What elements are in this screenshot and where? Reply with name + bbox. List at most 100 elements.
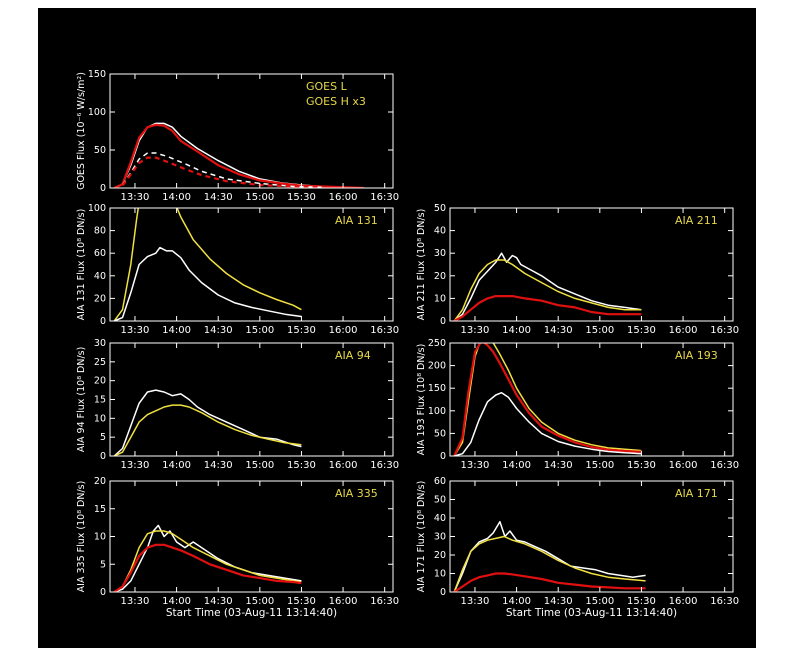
y-tick-label: 20 <box>94 293 106 304</box>
series-yellow-line <box>113 404 302 456</box>
series-yellow-line <box>453 259 642 321</box>
y-tick-label: 50 <box>434 495 446 506</box>
y-tick-label: 80 <box>94 226 106 237</box>
y-tick-label: 30 <box>94 338 106 349</box>
y-tick-label: 0 <box>100 316 106 327</box>
x-tick-label: 15:00 <box>245 596 274 607</box>
x-tick-label: 14:00 <box>162 192 191 203</box>
y-tick-label: 10 <box>434 293 446 304</box>
y-tick-label: 0 <box>440 451 446 462</box>
x-tick-label: 16:30 <box>370 460 399 471</box>
x-tick-label: 14:00 <box>502 460 531 471</box>
x-tick-label: 16:00 <box>329 325 358 336</box>
panel-aia94: 13:30 14:00 14:30 15:00 15:30 16:00 16:30 0 5 10 1… <box>76 338 399 471</box>
y-tick-label: 100 <box>88 107 106 118</box>
y-tick-label: 60 <box>94 248 106 259</box>
series-white-line <box>113 246 302 321</box>
y-tick-label: 100 <box>88 203 106 214</box>
x-tick-label: 14:30 <box>544 596 573 607</box>
y-tick-label: 15 <box>94 504 106 515</box>
x-tick-label: 13:30 <box>121 325 150 336</box>
x-tick-label: 15:30 <box>287 192 316 203</box>
x-tick-label: 16:00 <box>329 460 358 471</box>
x-tick-label: 15:30 <box>287 460 316 471</box>
y-tick-label: 20 <box>94 476 106 487</box>
x-axis-label: Start Time (03-Aug-11 13:14:40) <box>166 607 337 619</box>
series-red-line <box>113 543 302 592</box>
x-tick-label: 16:30 <box>370 596 399 607</box>
x-tick-label: 14:30 <box>544 460 573 471</box>
x-tick-label: 15:30 <box>627 460 656 471</box>
x-tick-label: 16:00 <box>669 325 698 336</box>
x-tick-label: 13:30 <box>121 596 150 607</box>
y-tick-label: 50 <box>434 203 446 214</box>
panel-aia193: 13:30 14:00 14:30 15:00 15:30 16:00 16:30 0 50 10… <box>416 338 739 471</box>
plot-frame <box>449 207 734 322</box>
panel-title: AIA 193 <box>675 349 718 362</box>
x-tick-label: 14:30 <box>204 192 233 203</box>
x-tick-label: 15:30 <box>287 325 316 336</box>
x-tick-label: 14:00 <box>162 325 191 336</box>
y-axis-label: AIA 211 Flux (10⁸ DN/s) <box>416 209 427 321</box>
y-axis-label: AIA 193 Flux (10⁸ DN/s) <box>416 344 427 456</box>
series-red-line <box>453 343 642 456</box>
y-tick-label: 40 <box>434 226 446 237</box>
x-tick-label: 16:00 <box>669 460 698 471</box>
series-red-line <box>453 572 646 592</box>
legend-entry: GOES H x3 <box>306 95 366 108</box>
x-tick-label: 16:00 <box>669 596 698 607</box>
y-axis-label: AIA 131 Flux (10⁸ DN/s) <box>76 209 87 321</box>
x-tick-label: 14:30 <box>544 325 573 336</box>
x-tick-label: 14:30 <box>204 460 233 471</box>
panel-title: AIA 211 <box>675 214 718 227</box>
plot-frame <box>109 207 394 322</box>
y-tick-label: 200 <box>428 361 446 372</box>
y-tick-label: 20 <box>434 271 446 282</box>
x-tick-label: 15:00 <box>245 460 274 471</box>
x-tick-label: 13:30 <box>461 596 490 607</box>
x-tick-label: 14:00 <box>162 596 191 607</box>
x-tick-label: 15:30 <box>627 325 656 336</box>
y-tick-label: 50 <box>434 428 446 439</box>
panel-title: AIA 94 <box>335 349 371 362</box>
legend-entry: GOES L <box>306 80 348 93</box>
x-tick-label: 13:30 <box>121 460 150 471</box>
panel-title: AIA 335 <box>335 487 378 500</box>
y-tick-label: 0 <box>100 451 106 462</box>
y-tick-label: 100 <box>428 406 446 417</box>
panel-goes: 13:30 14:00 14:30 15:00 15:30 16:00 16:30 0 50 10… <box>76 69 399 203</box>
y-tick-label: 60 <box>434 476 446 487</box>
series-white-line <box>453 520 646 592</box>
y-tick-label: 10 <box>434 569 446 580</box>
y-axis-label: AIA 94 Flux (10⁸ DN/s) <box>76 347 87 453</box>
series-yellow-line <box>453 535 646 592</box>
panel-aia335: 13:30 14:00 14:30 15:00 15:30 16:00 16:30 0 5 10 1… <box>76 476 399 619</box>
series-red-line <box>453 295 642 321</box>
x-tick-label: 16:00 <box>329 192 358 203</box>
series-yellow-line <box>113 530 302 592</box>
panel-aia171: 13:30 14:00 14:30 15:00 15:30 16:00 16:30 0 10 20… <box>416 476 739 619</box>
x-tick-label: 14:00 <box>502 325 531 336</box>
x-tick-label: 16:30 <box>370 325 399 336</box>
figure-background <box>38 8 756 648</box>
panels: 13:30 14:00 14:30 15:00 15:30 16:00 16:3005010… <box>76 69 739 619</box>
x-tick-label: 16:30 <box>710 325 739 336</box>
x-tick-label: 15:00 <box>245 325 274 336</box>
y-tick-label: 50 <box>94 145 106 156</box>
y-tick-label: 0 <box>440 587 446 598</box>
x-tick-label: 14:00 <box>502 596 531 607</box>
y-tick-label: 0 <box>100 587 106 598</box>
x-tick-label: 13:30 <box>121 192 150 203</box>
y-tick-label: 20 <box>434 550 446 561</box>
x-tick-label: 14:00 <box>162 460 191 471</box>
y-tick-label: 150 <box>88 69 106 80</box>
x-axis-label: Start Time (03-Aug-11 13:14:40) <box>506 607 677 619</box>
y-tick-label: 30 <box>434 248 446 259</box>
y-tick-label: 25 <box>94 357 106 368</box>
x-tick-label: 15:30 <box>287 596 316 607</box>
y-axis-label: GOES Flux (10⁻⁶ W/s/m²) <box>76 72 87 190</box>
panel-title: AIA 171 <box>675 487 718 500</box>
series-white-line <box>453 391 642 456</box>
y-tick-label: 5 <box>100 559 106 570</box>
x-tick-label: 16:30 <box>370 192 399 203</box>
